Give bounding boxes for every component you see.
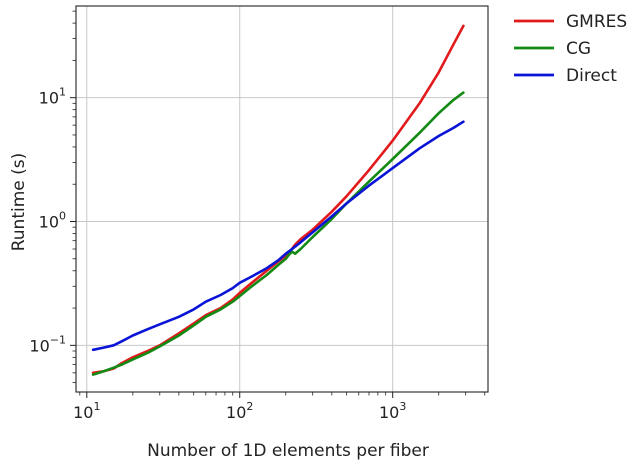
x-tick-label: 103: [379, 400, 406, 422]
x-tick-base: 10: [379, 403, 399, 422]
x-tick-exponent: 3: [399, 400, 406, 413]
grid-lines: [76, 6, 488, 392]
x-tick-base: 10: [226, 403, 246, 422]
y-tick-label: 101: [39, 86, 66, 108]
y-tick-exponent: −1: [50, 333, 66, 346]
series-line-cg: [91, 91, 465, 376]
x-axis-label: Number of 1D elements per fiber: [147, 441, 429, 461]
x-tick-exponent: 2: [246, 400, 253, 413]
series-line-direct: [91, 120, 465, 352]
legend-label-gmres: GMRES: [566, 12, 627, 32]
y-tick-exponent: 0: [59, 210, 66, 223]
x-tick-label: 102: [226, 400, 253, 422]
y-tick-exponent: 1: [59, 86, 66, 99]
y-tick-label: 100: [39, 210, 66, 232]
legend-label-cg: CG: [566, 39, 591, 59]
legend-label-direct: Direct: [566, 66, 617, 86]
series-lines: [91, 24, 465, 376]
x-tick-base: 10: [73, 403, 93, 422]
x-tick-label: 101: [73, 400, 100, 422]
y-tick-base: 10: [39, 213, 59, 232]
x-tick-exponent: 1: [93, 400, 100, 413]
y-tick-label: 10−1: [29, 333, 66, 355]
legend: GMRES CG Direct: [514, 12, 627, 86]
y-tick-base: 10: [39, 89, 59, 108]
y-axis-label: Runtime (s): [9, 153, 29, 252]
y-tick-base: 10: [29, 336, 49, 355]
plot-frame: [75, 5, 489, 393]
series-line-gmres: [91, 24, 465, 375]
